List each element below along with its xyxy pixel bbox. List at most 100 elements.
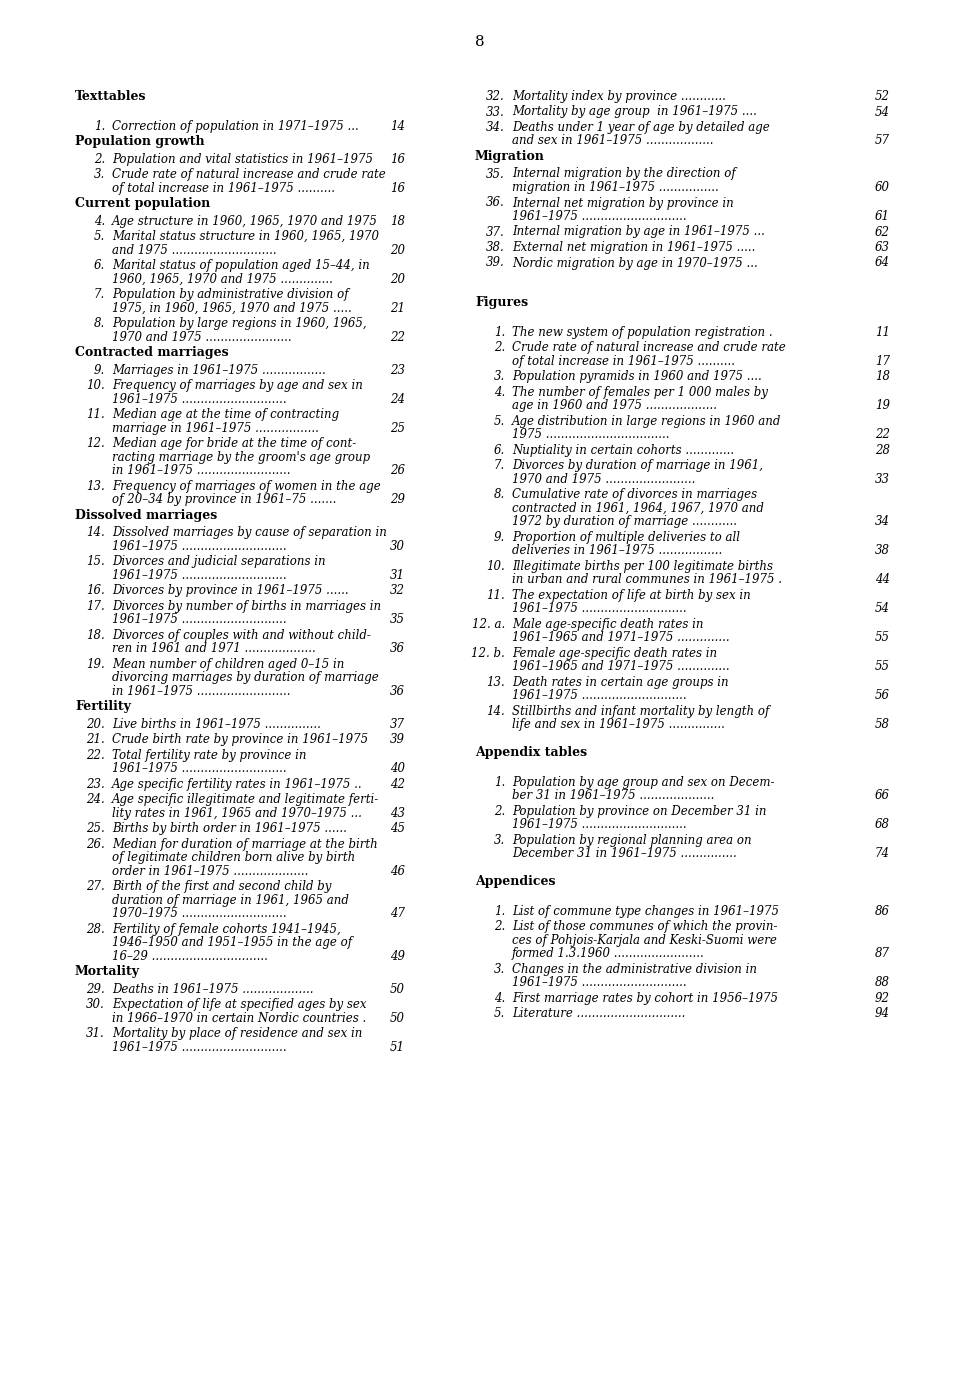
Text: 1970 and 1975 ........................: 1970 and 1975 ........................ [512,473,695,486]
Text: Current population: Current population [75,197,210,210]
Text: Divorces and judicial separations in: Divorces and judicial separations in [112,555,325,569]
Text: 19.: 19. [86,658,105,671]
Text: 11.: 11. [86,408,105,421]
Text: 4.: 4. [493,992,505,1005]
Text: Stillbirths and infant mortality by length of: Stillbirths and infant mortality by leng… [512,705,769,718]
Text: 13.: 13. [487,676,505,689]
Text: External net migration in 1961–1975 .....: External net migration in 1961–1975 ....… [512,241,756,254]
Text: Mean number of children aged 0–15 in: Mean number of children aged 0–15 in [112,658,345,671]
Text: 26.: 26. [86,838,105,850]
Text: Population by age group and sex on Decem-: Population by age group and sex on Decem… [512,776,775,789]
Text: Crude birth rate by province in 1961–1975: Crude birth rate by province in 1961–197… [112,733,368,747]
Text: and 1975 ............................: and 1975 ............................ [112,244,276,257]
Text: Divorces by number of births in marriages in: Divorces by number of births in marriage… [112,600,381,613]
Text: 1961–1975 ............................: 1961–1975 ............................ [112,569,287,581]
Text: List of those communes of which the provin-: List of those communes of which the prov… [512,920,778,933]
Text: lity rates in 1961, 1965 and 1970–1975 ...: lity rates in 1961, 1965 and 1970–1975 .… [112,807,362,820]
Text: Nordic migration by age in 1970–1975 ...: Nordic migration by age in 1970–1975 ... [512,257,757,269]
Text: 38.: 38. [487,241,505,254]
Text: Crude rate of natural increase and crude rate: Crude rate of natural increase and crude… [512,341,785,355]
Text: 10.: 10. [487,560,505,573]
Text: Texttables: Texttables [75,90,147,104]
Text: Mortality by age group  in 1961–1975 ....: Mortality by age group in 1961–1975 .... [512,105,756,119]
Text: 63: 63 [875,241,890,254]
Text: 6.: 6. [493,444,505,457]
Text: Internal migration by age in 1961–1975 ...: Internal migration by age in 1961–1975 .… [512,225,765,239]
Text: 1961–1965 and 1971–1975 ..............: 1961–1965 and 1971–1975 .............. [512,661,730,673]
Text: 19: 19 [875,399,890,413]
Text: 28: 28 [875,444,890,457]
Text: marriage in 1961–1975 .................: marriage in 1961–1975 ................. [112,422,319,435]
Text: 39: 39 [390,733,405,747]
Text: Illegitimate births per 100 legitimate births: Illegitimate births per 100 legitimate b… [512,560,773,573]
Text: 22.: 22. [86,748,105,762]
Text: 29.: 29. [86,983,105,995]
Text: ces of Pohjois-Karjala and Keski-Suomi were: ces of Pohjois-Karjala and Keski-Suomi w… [512,933,777,947]
Text: of total increase in 1961–1975 ..........: of total increase in 1961–1975 .........… [512,355,735,368]
Text: 33: 33 [875,473,890,486]
Text: 36.: 36. [487,196,505,210]
Text: Divorces by duration of marriage in 1961,: Divorces by duration of marriage in 1961… [512,460,763,472]
Text: 1961–1975 ............................: 1961–1975 ............................ [512,818,686,831]
Text: ber 31 in 1961–1975 ....................: ber 31 in 1961–1975 .................... [512,789,714,802]
Text: 1961–1975 ............................: 1961–1975 ............................ [112,613,287,627]
Text: 24.: 24. [86,793,105,806]
Text: 68: 68 [875,818,890,831]
Text: Deaths under 1 year of age by detailed age: Deaths under 1 year of age by detailed a… [512,121,770,134]
Text: Age distribution in large regions in 1960 and: Age distribution in large regions in 196… [512,415,781,428]
Text: 7.: 7. [94,288,105,301]
Text: 20.: 20. [86,718,105,730]
Text: 16: 16 [390,182,405,195]
Text: in 1961–1975 .........................: in 1961–1975 ......................... [112,464,291,477]
Text: 32: 32 [390,584,405,598]
Text: 1972 by duration of marriage ............: 1972 by duration of marriage ...........… [512,516,737,529]
Text: 36: 36 [390,642,405,656]
Text: 8: 8 [475,34,485,50]
Text: 60: 60 [875,181,890,195]
Text: 88: 88 [875,976,890,989]
Text: 5.: 5. [493,1007,505,1020]
Text: 20: 20 [390,273,405,286]
Text: 22: 22 [875,428,890,442]
Text: 1960, 1965, 1970 and 1975 ..............: 1960, 1965, 1970 and 1975 .............. [112,273,333,286]
Text: 4.: 4. [94,215,105,228]
Text: in 1961–1975 .........................: in 1961–1975 ......................... [112,684,291,698]
Text: Fertility of female cohorts 1941–1945,: Fertility of female cohorts 1941–1945, [112,923,341,936]
Text: Nuptiality in certain cohorts .............: Nuptiality in certain cohorts ..........… [512,444,734,457]
Text: Fertility: Fertility [75,700,131,713]
Text: 46: 46 [390,865,405,878]
Text: 45: 45 [390,822,405,835]
Text: Changes in the administrative division in: Changes in the administrative division i… [512,963,757,976]
Text: 61: 61 [875,210,890,224]
Text: 86: 86 [875,904,890,918]
Text: duration of marriage in 1961, 1965 and: duration of marriage in 1961, 1965 and [112,894,348,907]
Text: 47: 47 [390,907,405,920]
Text: 16.: 16. [86,584,105,598]
Text: 28.: 28. [86,923,105,936]
Text: 37.: 37. [487,225,505,239]
Text: 21.: 21. [86,733,105,747]
Text: 42: 42 [390,778,405,791]
Text: 1961–1975 ............................: 1961–1975 ............................ [512,603,686,615]
Text: migration in 1961–1975 ................: migration in 1961–1975 ................ [512,181,719,195]
Text: in urban and rural communes in 1961–1975 .: in urban and rural communes in 1961–1975… [512,574,782,586]
Text: 31.: 31. [86,1027,105,1041]
Text: 87: 87 [875,947,890,960]
Text: 1.: 1. [493,904,505,918]
Text: 1961–1975 ............................: 1961–1975 ............................ [112,393,287,406]
Text: deliveries in 1961–1975 .................: deliveries in 1961–1975 ................… [512,545,722,558]
Text: Contracted marriages: Contracted marriages [75,346,228,359]
Text: Age structure in 1960, 1965, 1970 and 1975: Age structure in 1960, 1965, 1970 and 19… [112,215,378,228]
Text: 31: 31 [390,569,405,581]
Text: Age specific fertility rates in 1961–1975 ..: Age specific fertility rates in 1961–197… [112,778,363,791]
Text: 18: 18 [875,370,890,384]
Text: Frequency of marriages by age and sex in: Frequency of marriages by age and sex in [112,380,363,392]
Text: 16–29 ...............................: 16–29 ............................... [112,949,268,963]
Text: Birth of the first and second child by: Birth of the first and second child by [112,880,331,893]
Text: order in 1961–1975 ....................: order in 1961–1975 .................... [112,865,308,878]
Text: 17: 17 [875,355,890,368]
Text: Population and vital statistics in 1961–1975: Population and vital statistics in 1961–… [112,153,373,166]
Text: 43: 43 [390,807,405,820]
Text: 1.: 1. [493,776,505,789]
Text: of 20–34 by province in 1961–75 .......: of 20–34 by province in 1961–75 ....... [112,493,336,506]
